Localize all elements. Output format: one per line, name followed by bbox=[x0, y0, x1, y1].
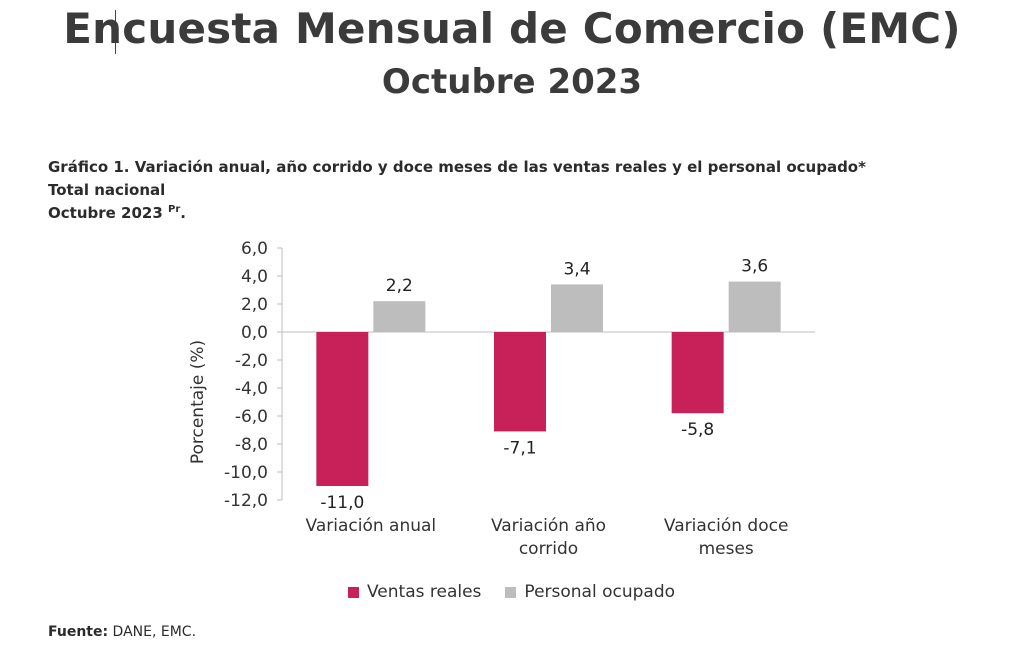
source-text: DANE, EMC. bbox=[108, 624, 197, 640]
caption-period-text: Octubre 2023 bbox=[48, 204, 163, 222]
y-tick-label: -10,0 bbox=[224, 463, 268, 483]
x-category-label: corrido bbox=[519, 539, 578, 559]
bar-personal-ocupado bbox=[551, 284, 603, 332]
data-label: -5,8 bbox=[681, 420, 714, 440]
bar-ventas-reales bbox=[671, 332, 724, 414]
bar-personal-ocupado bbox=[373, 301, 426, 332]
legend-label-ventas: Ventas reales bbox=[367, 582, 482, 602]
y-tick-label: 2,0 bbox=[241, 295, 268, 315]
data-label: 3,6 bbox=[741, 257, 768, 277]
source-label: Fuente: bbox=[48, 624, 109, 640]
bar-personal-ocupado bbox=[728, 281, 781, 332]
chart-legend: Ventas reales Personal ocupado bbox=[348, 582, 699, 602]
page-subtitle: Octubre 2023 bbox=[381, 62, 643, 102]
y-tick-label: 4,0 bbox=[241, 267, 268, 287]
text-cursor bbox=[115, 10, 116, 54]
source-note: Fuente: DANE, EMC. bbox=[48, 624, 196, 640]
data-label: 3,4 bbox=[563, 259, 590, 279]
bar-ventas-reales bbox=[494, 332, 546, 432]
page-title: Encuesta Mensual de Comercio (EMC) bbox=[63, 4, 961, 53]
legend-item-ventas: Ventas reales bbox=[348, 582, 481, 602]
y-axis-title: Porcentaje (%) bbox=[188, 340, 208, 464]
chart-caption-period: Octubre 2023 Pr. bbox=[48, 204, 186, 222]
legend-label-personal: Personal ocupado bbox=[524, 582, 676, 602]
y-tick-label: -12,0 bbox=[224, 491, 268, 511]
caption-period-sup: Pr bbox=[168, 204, 181, 215]
x-category-label: Variación anual bbox=[306, 516, 437, 536]
y-tick-label: -6,0 bbox=[235, 407, 268, 427]
bar-ventas-reales bbox=[316, 332, 369, 486]
chart-caption-title: Gráfico 1. Variación anual, año corrido … bbox=[48, 158, 866, 176]
chart-caption-scope: Total nacional bbox=[48, 181, 166, 199]
x-category-label: Variación doce bbox=[664, 516, 789, 536]
data-label: -7,1 bbox=[503, 438, 536, 458]
y-tick-label: 6,0 bbox=[241, 239, 268, 259]
legend-swatch-ventas bbox=[348, 586, 359, 598]
data-label: 2,2 bbox=[386, 276, 413, 296]
y-tick-label: 0,0 bbox=[241, 323, 268, 343]
y-tick-label: -4,0 bbox=[235, 379, 268, 399]
y-tick-label: -2,0 bbox=[235, 351, 268, 371]
bar-chart: 6,0 4,0 2,0 0,0 -2,0 -4,0 -6,0 -8,0 -10,0 -12,0 Po… bbox=[188, 239, 815, 559]
y-tick-label: -8,0 bbox=[235, 435, 268, 455]
legend-swatch-personal bbox=[505, 586, 517, 598]
data-label: -11,0 bbox=[320, 493, 364, 513]
legend-item-personal: Personal ocupado bbox=[505, 582, 675, 602]
x-category-label: meses bbox=[699, 539, 754, 559]
caption-period-end: . bbox=[180, 204, 186, 222]
x-category-label: Variación año bbox=[491, 516, 606, 536]
